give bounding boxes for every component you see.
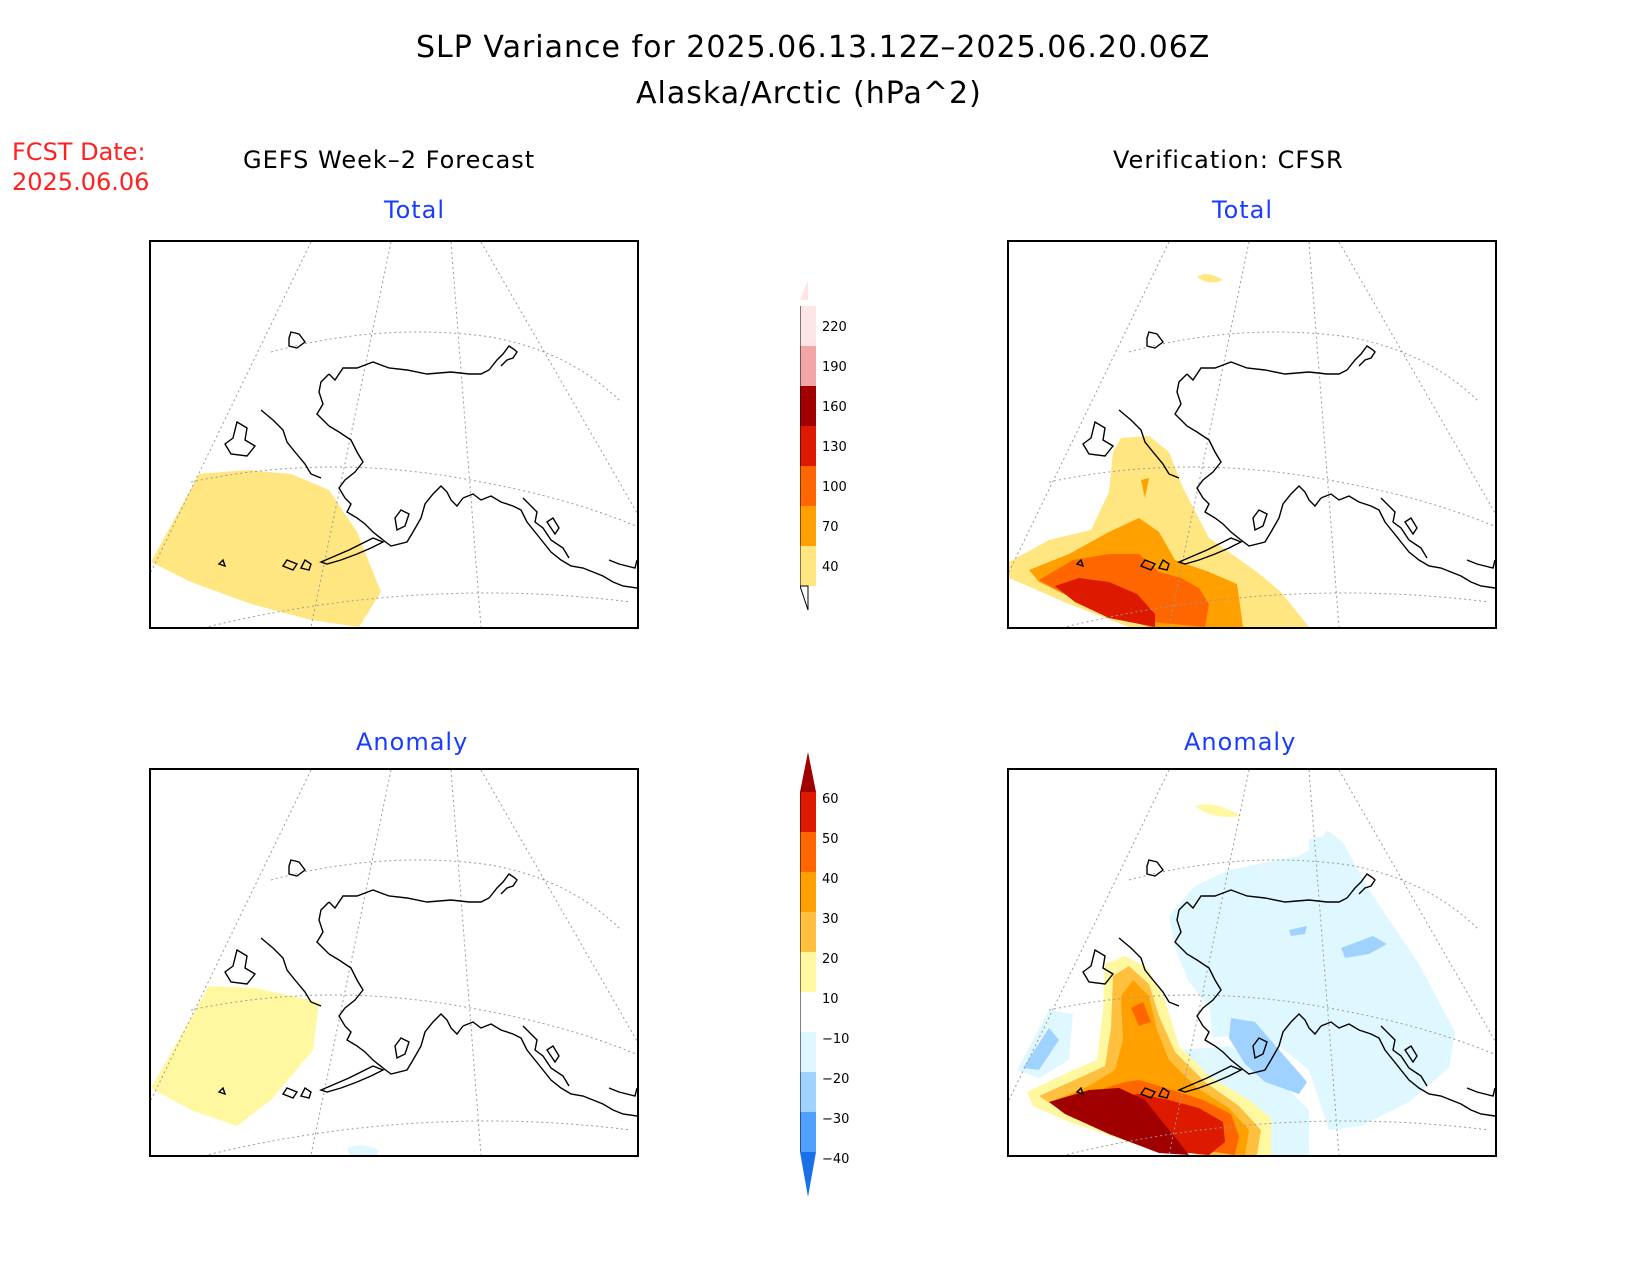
colorbar-total-swatch: [800, 306, 816, 346]
colorbar-total-label: 100: [822, 480, 847, 495]
colorbar-total-swatch: [800, 346, 816, 386]
colorbar-anomaly-swatch: [800, 992, 816, 1032]
shade-neg20-neg30: [1023, 1028, 1059, 1070]
colorbar-total-swatch: [800, 546, 816, 586]
shade-10-20: [151, 986, 319, 1126]
map-verification-anomaly: [1007, 768, 1497, 1157]
colorbar-anomaly-label: −20: [822, 1072, 850, 1087]
chart-title-line2: Alaska/Arctic (hPa^2): [636, 76, 982, 111]
colorbar-anomaly-label: 40: [822, 872, 839, 887]
colorbar-anomaly-label: 20: [822, 952, 839, 967]
shade-40-70: [151, 470, 381, 627]
verification-total-label: Total: [1212, 196, 1274, 224]
colorbar-total-swatch: [800, 426, 816, 466]
colorbar-anomaly-label: 50: [822, 832, 839, 847]
shade-neg20-neg30-d: [1289, 926, 1307, 936]
colorbar-anomaly-swatch: [800, 872, 816, 912]
forecast-column-title: GEFS Week–2 Forecast: [243, 146, 536, 174]
colorbar-anomaly-swatch: [800, 792, 816, 832]
small-yellow-blob: [1197, 274, 1223, 283]
colorbar-total-swatch: [800, 466, 816, 506]
shade-neg20-neg30-c: [1341, 936, 1387, 958]
colorbar-total-label: 190: [822, 360, 847, 375]
colorbar-anomaly-swatch: [800, 832, 816, 872]
colorbar-anomaly: 60 50 40 30 20 10 −10 −20 −30 −40: [799, 752, 880, 1202]
colorbar-anomaly-swatch: [800, 1072, 816, 1112]
map-forecast-total: [149, 240, 639, 629]
shade-neg20-neg30-b: [1229, 1018, 1307, 1094]
chart-title-line1: SLP Variance for 2025.06.13.12Z–2025.06.…: [416, 30, 1211, 65]
colorbar-anomaly-label: 10: [822, 992, 839, 1007]
shade-over-60: [1049, 1088, 1189, 1155]
colorbar-anomaly-swatch: [800, 1032, 816, 1072]
shade-neg10-neg20: [1169, 830, 1455, 1130]
colorbar-total-label: 130: [822, 440, 847, 455]
verification-anomaly-label: Anomaly: [1184, 728, 1297, 756]
map-verification-total: [1007, 240, 1497, 629]
colorbar-total: 220 190 160 130 100 70 40: [799, 280, 880, 611]
colorbar-anomaly-label: −30: [822, 1112, 850, 1127]
map-forecast-anomaly: [149, 768, 639, 1157]
colorbar-total-label: 220: [822, 320, 847, 335]
colorbar-anomaly-label: 30: [822, 912, 839, 927]
colorbar-anomaly-label: 60: [822, 792, 839, 807]
colorbar-anomaly-label: −10: [822, 1032, 850, 1047]
fcst-date-value: 2025.06.06: [12, 168, 150, 196]
shade-40-50-b: [1131, 1002, 1151, 1026]
forecast-total-label: Total: [384, 196, 446, 224]
colorbar-anomaly-swatch: [800, 952, 816, 992]
colorbar-total-swatch: [800, 506, 816, 546]
colorbar-anomaly-label: −40: [822, 1152, 850, 1167]
verification-column-title: Verification: CFSR: [1113, 146, 1344, 174]
shade-minus-small: [347, 1145, 379, 1155]
colorbar-total-label: 40: [822, 560, 839, 575]
colorbar-anomaly-swatch: [800, 912, 816, 952]
colorbar-total-label: 160: [822, 400, 847, 415]
small-yellow-blob: [1195, 804, 1241, 817]
colorbar-total-swatch: [800, 386, 816, 426]
fcst-date-label: FCST Date:: [12, 138, 146, 166]
colorbar-total-label: 70: [822, 520, 839, 535]
colorbar-anomaly-swatch: [800, 1112, 816, 1152]
forecast-anomaly-label: Anomaly: [356, 728, 469, 756]
small-orange-spot: [1141, 478, 1149, 498]
shade-130-160: [1055, 578, 1155, 627]
